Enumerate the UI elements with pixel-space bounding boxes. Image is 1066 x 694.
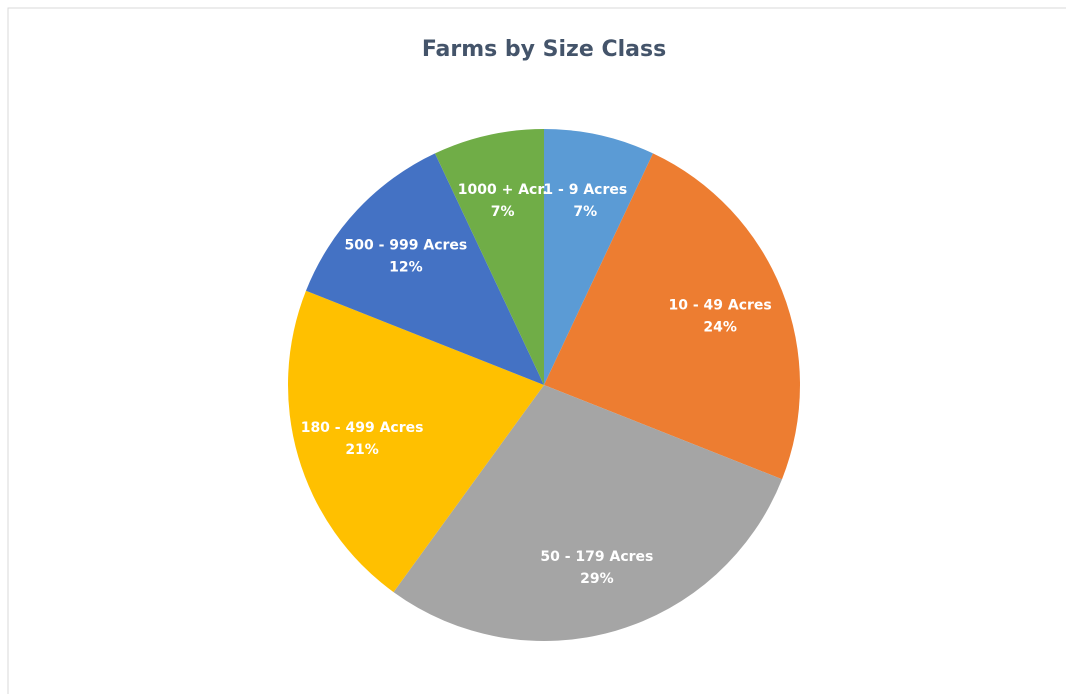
pie-slice [544, 153, 800, 480]
chart-title: Farms by Size Class [422, 37, 666, 62]
slice-value-label: 12% [389, 259, 423, 275]
slice-value-label: 7% [491, 204, 515, 220]
slice-category-label: 180 - 499 Acres [301, 420, 424, 436]
slice-category-label: 50 - 179 Acres [540, 549, 653, 565]
slice-value-label: 24% [703, 319, 737, 335]
pie-slice [393, 385, 783, 641]
slice-value-label: 7% [573, 204, 597, 220]
pie-slice [305, 153, 544, 385]
slice-category-label: 500 - 999 Acres [345, 237, 468, 253]
pie-slice [435, 129, 544, 385]
slice-category-label: 10 - 49 Acres [669, 297, 772, 313]
slice-value-label: 21% [345, 442, 379, 458]
pie-slice [544, 129, 653, 385]
slice-value-label: 29% [580, 571, 614, 587]
pie-slice [288, 290, 544, 593]
slice-category-label: 1000 + Acr. [458, 182, 548, 198]
slice-category-label: 1 - 9 Acres [543, 182, 627, 198]
